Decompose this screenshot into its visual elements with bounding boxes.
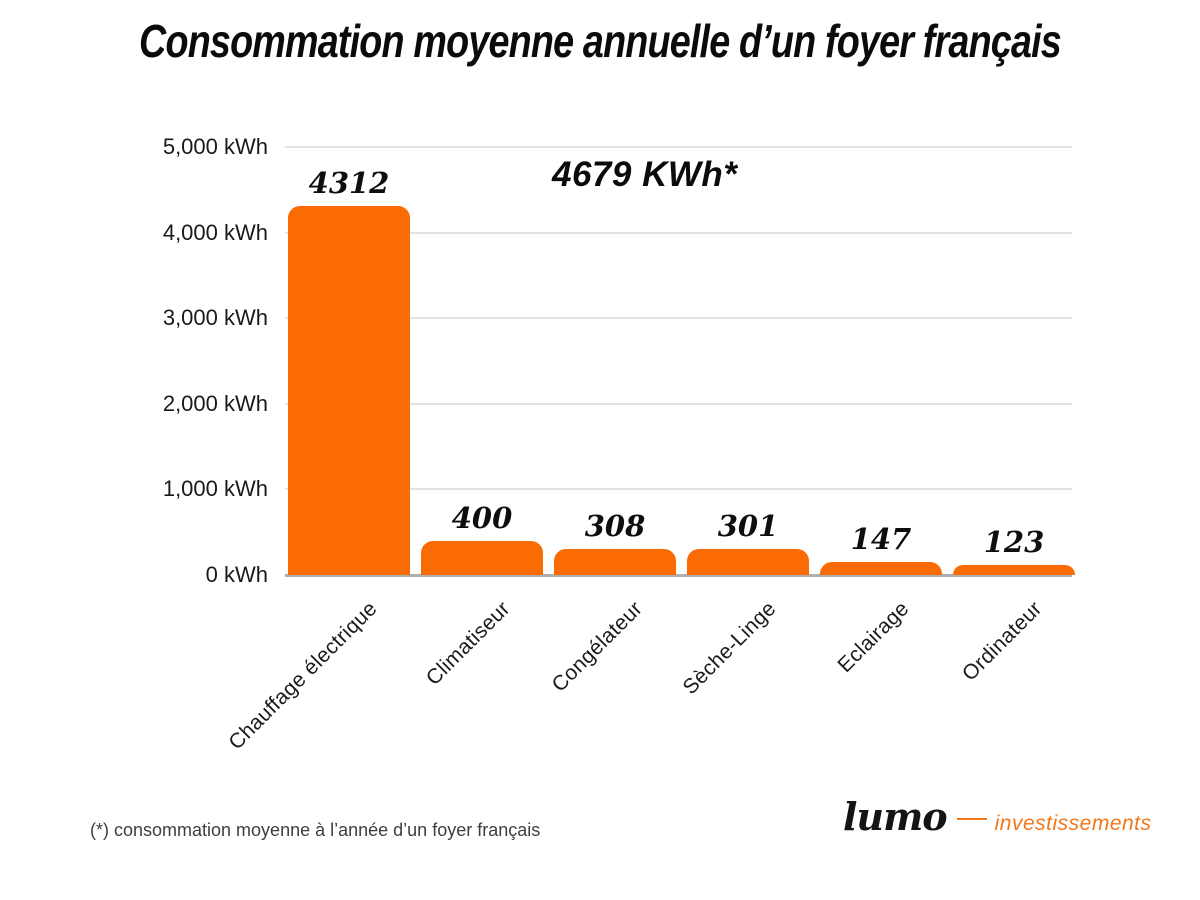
- bar: [421, 540, 543, 575]
- gridline: [285, 146, 1072, 148]
- bars-row: 4312 400 308 301 147 123: [288, 165, 1075, 575]
- chart-title: Consommation moyenne annuelle d’un foyer…: [139, 15, 1062, 67]
- logo-divider-line: [956, 818, 987, 820]
- gridline: [285, 231, 1072, 234]
- y-tick-label: 3,000 kWh: [162, 305, 268, 331]
- y-tick-label: 0 kWh: [205, 562, 268, 587]
- x-tick-label: Climatiseur: [421, 597, 515, 690]
- x-tick-label: Ordinateur: [957, 597, 1047, 686]
- bar: [288, 205, 410, 575]
- bar-slot: 123: [953, 524, 1075, 575]
- bar: [820, 562, 942, 575]
- bar-slot: 4312: [288, 165, 410, 575]
- gridline: [285, 317, 1072, 320]
- y-tick-label: 1,000 kWh: [162, 476, 268, 502]
- bar-value-label: 308: [584, 508, 646, 543]
- x-tick-label: Congélateur: [547, 597, 648, 697]
- gridline: [285, 402, 1072, 405]
- footnote: (*) consommation moyenne à l’année d’un …: [90, 820, 541, 840]
- bar-value-label: 147: [850, 522, 912, 557]
- bar: [953, 564, 1075, 575]
- gridline: [285, 488, 1072, 491]
- bar-slot: 308: [554, 508, 676, 575]
- bar: [554, 548, 676, 575]
- bar-value-label: 123: [983, 524, 1045, 559]
- logo: lumo investissements: [843, 796, 1152, 838]
- plot-area: 5,000 kWh 4,000 kWh 3,000 kWh 2,000 kWh 1,00…: [163, 134, 1075, 587]
- y-tick-label: 2,000 kWh: [162, 390, 268, 416]
- bar-value-label: 4312: [308, 165, 390, 200]
- y-tick-label: 4,000 kWh: [162, 219, 268, 245]
- bar-value-label: 400: [451, 500, 513, 535]
- x-tick-label: Sèche-Linge: [678, 597, 781, 699]
- bar-slot: 147: [820, 525, 942, 575]
- bar-value-label: 301: [717, 509, 779, 544]
- bar-slot: 400: [421, 500, 543, 575]
- logo-brand: lumo: [843, 794, 948, 839]
- bar: [687, 549, 809, 575]
- x-tick-label: Chauffage électrique: [223, 597, 382, 755]
- y-tick-label: 5,000 kWh: [162, 134, 268, 159]
- x-tick-label: Eclairage: [833, 597, 914, 678]
- x-axis-labels: Chauffage électrique Climatiseur Congélate…: [224, 575, 1072, 790]
- x-axis-line: [285, 574, 1072, 577]
- bar-slot: 301: [687, 512, 809, 575]
- total-annotation: 4679 KWh*: [552, 155, 738, 194]
- logo-suffix: investissements: [994, 812, 1152, 835]
